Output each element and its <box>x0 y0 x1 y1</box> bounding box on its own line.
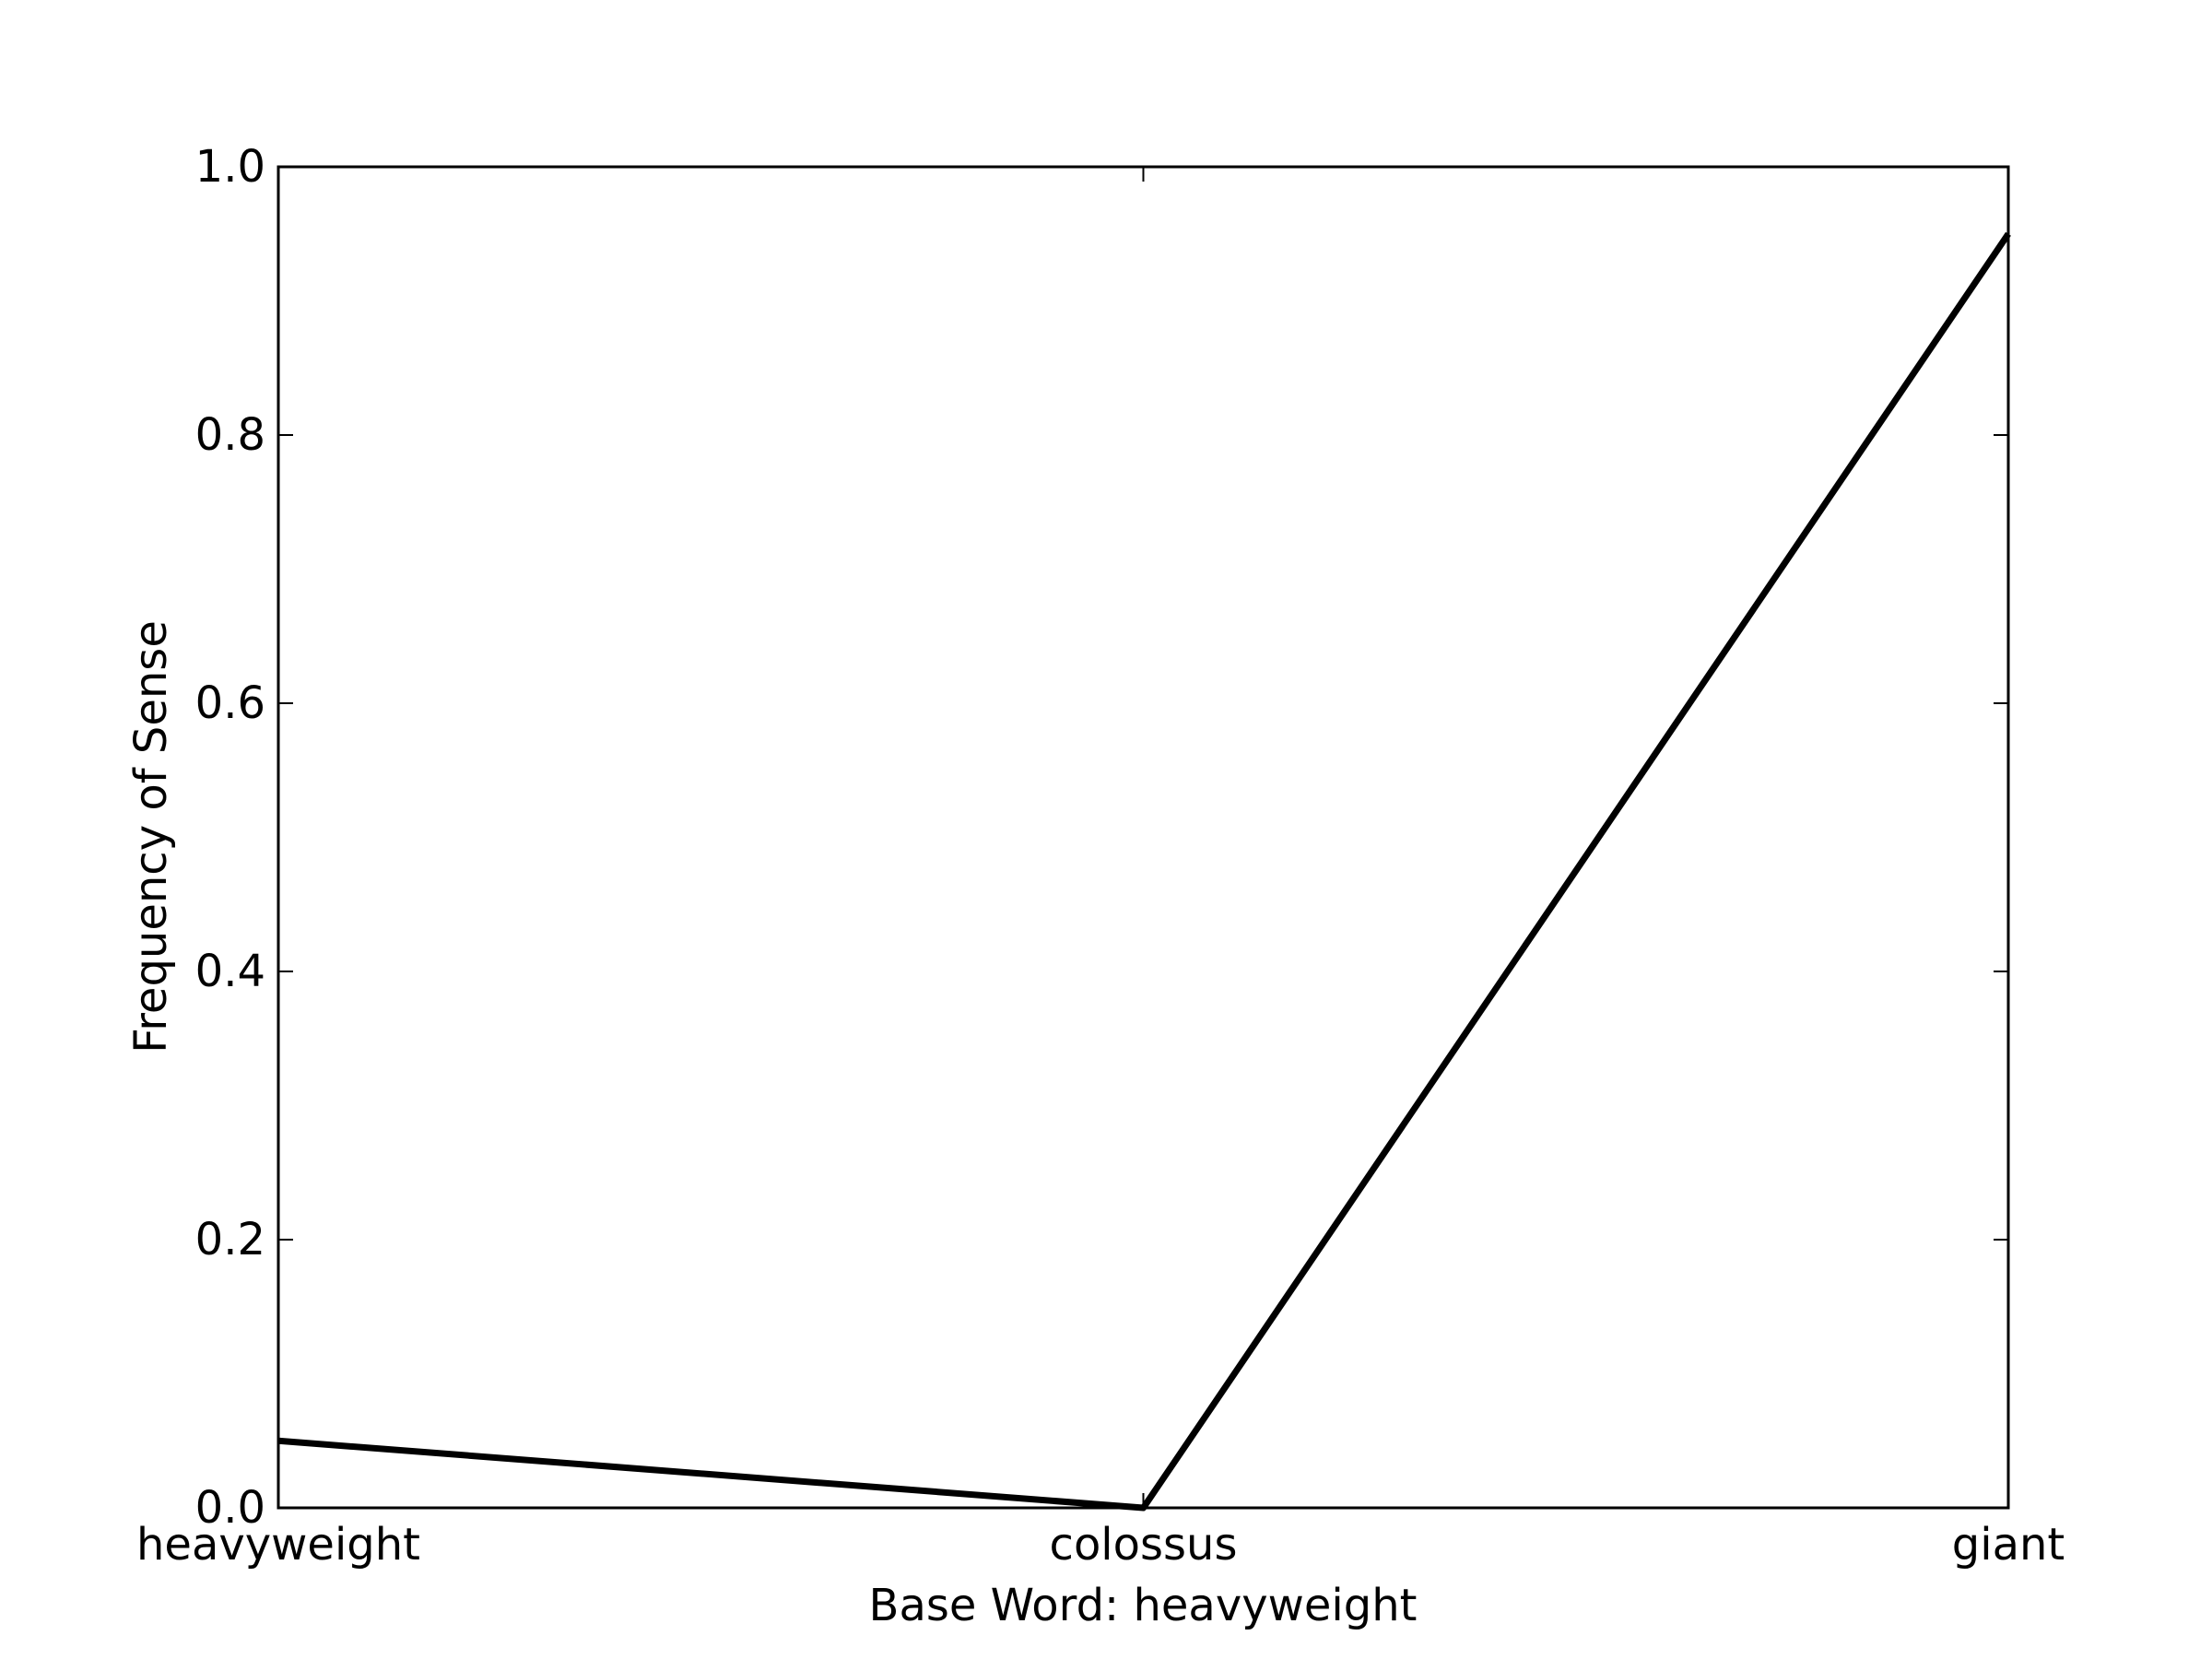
y-tick-labels: 0.0 0.2 0.4 0.6 0.8 1.0 <box>195 141 265 1534</box>
x-tick-label: giant <box>1952 1519 2065 1571</box>
y-tick-label: 0.6 <box>195 677 265 729</box>
y-tick-label: 0.2 <box>195 1214 265 1265</box>
x-tick-labels: heavyweight colossus giant <box>136 1519 2065 1571</box>
x-tick-label: colossus <box>1050 1519 1238 1571</box>
y-axis-label: Frequency of Sense <box>125 620 177 1053</box>
x-tick-label: heavyweight <box>136 1519 420 1571</box>
y-tick-label: 1.0 <box>195 141 265 193</box>
y-tick-label: 0.4 <box>195 946 265 997</box>
y-tick-label: 0.0 <box>195 1482 265 1534</box>
x-axis-label: Base Word: heavyweight <box>869 1580 1418 1631</box>
y-tick-label: 0.8 <box>195 409 265 461</box>
plot-frame <box>276 165 2010 1510</box>
